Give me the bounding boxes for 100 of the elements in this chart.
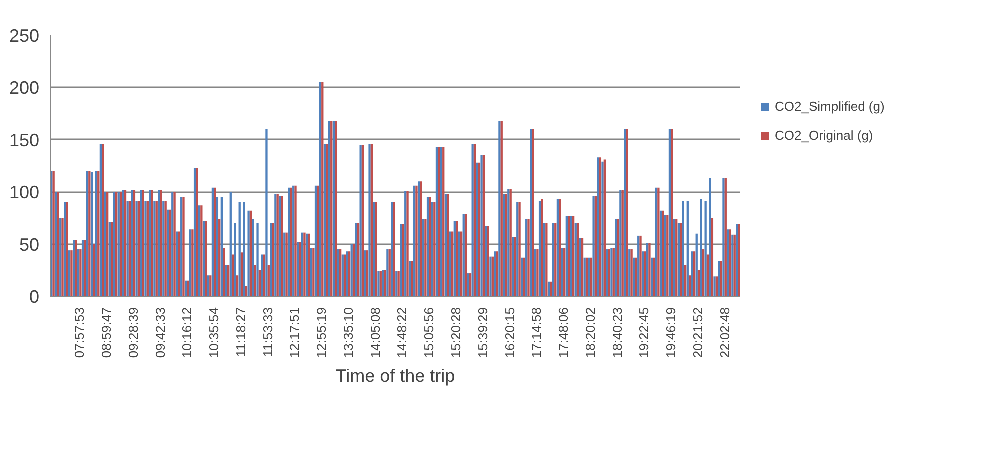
bar [678,223,680,296]
bar [436,147,438,296]
bar [106,192,109,296]
bar [590,258,593,296]
bar [444,194,448,296]
bar [308,234,310,296]
bar [266,129,268,296]
y-tick-label: 250 [9,26,40,46]
bar [212,188,214,296]
bar [207,276,210,296]
bar [546,223,548,296]
bar [650,258,654,296]
x-tick-label: 19:46:19 [664,307,679,358]
bar [82,240,84,296]
bar [72,240,76,296]
bar [90,172,94,296]
bar [93,244,96,296]
x-tick-label: 17:48:06 [556,307,572,358]
bar [572,216,575,296]
bar [442,147,445,296]
bar [128,201,132,296]
x-tick-label: 15:05:56 [422,307,437,358]
y-tick-label: 200 [9,78,40,98]
bar [250,210,252,296]
bar [339,250,342,296]
x-tick-label: 09:42:33 [152,307,168,358]
bar [597,158,600,296]
y-tick-label: 100 [9,182,40,203]
bar [77,250,80,296]
bar [312,248,315,296]
bar [594,196,598,296]
bar [458,232,460,296]
bar [584,258,586,296]
legend-label: CO2_Original (g) [775,128,874,143]
x-tick-label: 10:35:54 [206,307,222,358]
bar [454,221,456,296]
bar [138,201,140,296]
bar [364,250,366,296]
x-tick-label: 14:05:08 [368,307,383,358]
bar [223,248,226,296]
bar [110,222,114,296]
bar [136,201,138,296]
bar [426,197,430,296]
bar [194,168,196,296]
bar [115,192,118,296]
bar [314,186,318,296]
bar [447,194,450,296]
bar [225,265,228,296]
bar [684,265,687,296]
bar [676,219,678,296]
bar [536,250,539,296]
x-tick-label: 15:39:29 [475,307,490,358]
bar [462,214,465,296]
bar [702,250,705,296]
bar [352,244,356,296]
bar [319,82,322,296]
x-tick-label: 14:48:22 [394,307,410,358]
bar [464,214,468,296]
bar [418,182,420,296]
bar [310,248,313,296]
bar [268,265,270,296]
bar [84,240,86,296]
bar [698,270,700,296]
x-tick-label: 22:02:48 [717,307,732,358]
bar [306,234,308,296]
bar [100,144,102,296]
x-tick-label: 18:20:02 [582,307,598,358]
bar [424,219,427,296]
bar [113,192,116,296]
bar [258,270,261,296]
bar [655,188,658,296]
bar [362,145,364,296]
bar [248,210,250,296]
bar [541,199,544,296]
bar [586,258,588,296]
bar [122,190,124,296]
bar [666,215,669,296]
bar [579,238,582,296]
bar [196,168,198,296]
bar [653,258,656,296]
bar [256,223,259,296]
bar [662,210,664,296]
bar [438,147,440,296]
bar [189,230,192,296]
bar [552,223,555,296]
bar [337,250,340,296]
bar [561,248,564,296]
legend-label: CO2_Simplified (g) [775,99,885,114]
bar [335,121,338,296]
bar [326,144,328,296]
bar [682,201,684,296]
bar [452,232,454,296]
bar [234,223,236,296]
bar [108,222,111,296]
bar [543,223,546,296]
bar [126,201,129,296]
bar [86,171,89,296]
bar [216,197,219,296]
bar [476,162,478,296]
bar [588,258,590,296]
